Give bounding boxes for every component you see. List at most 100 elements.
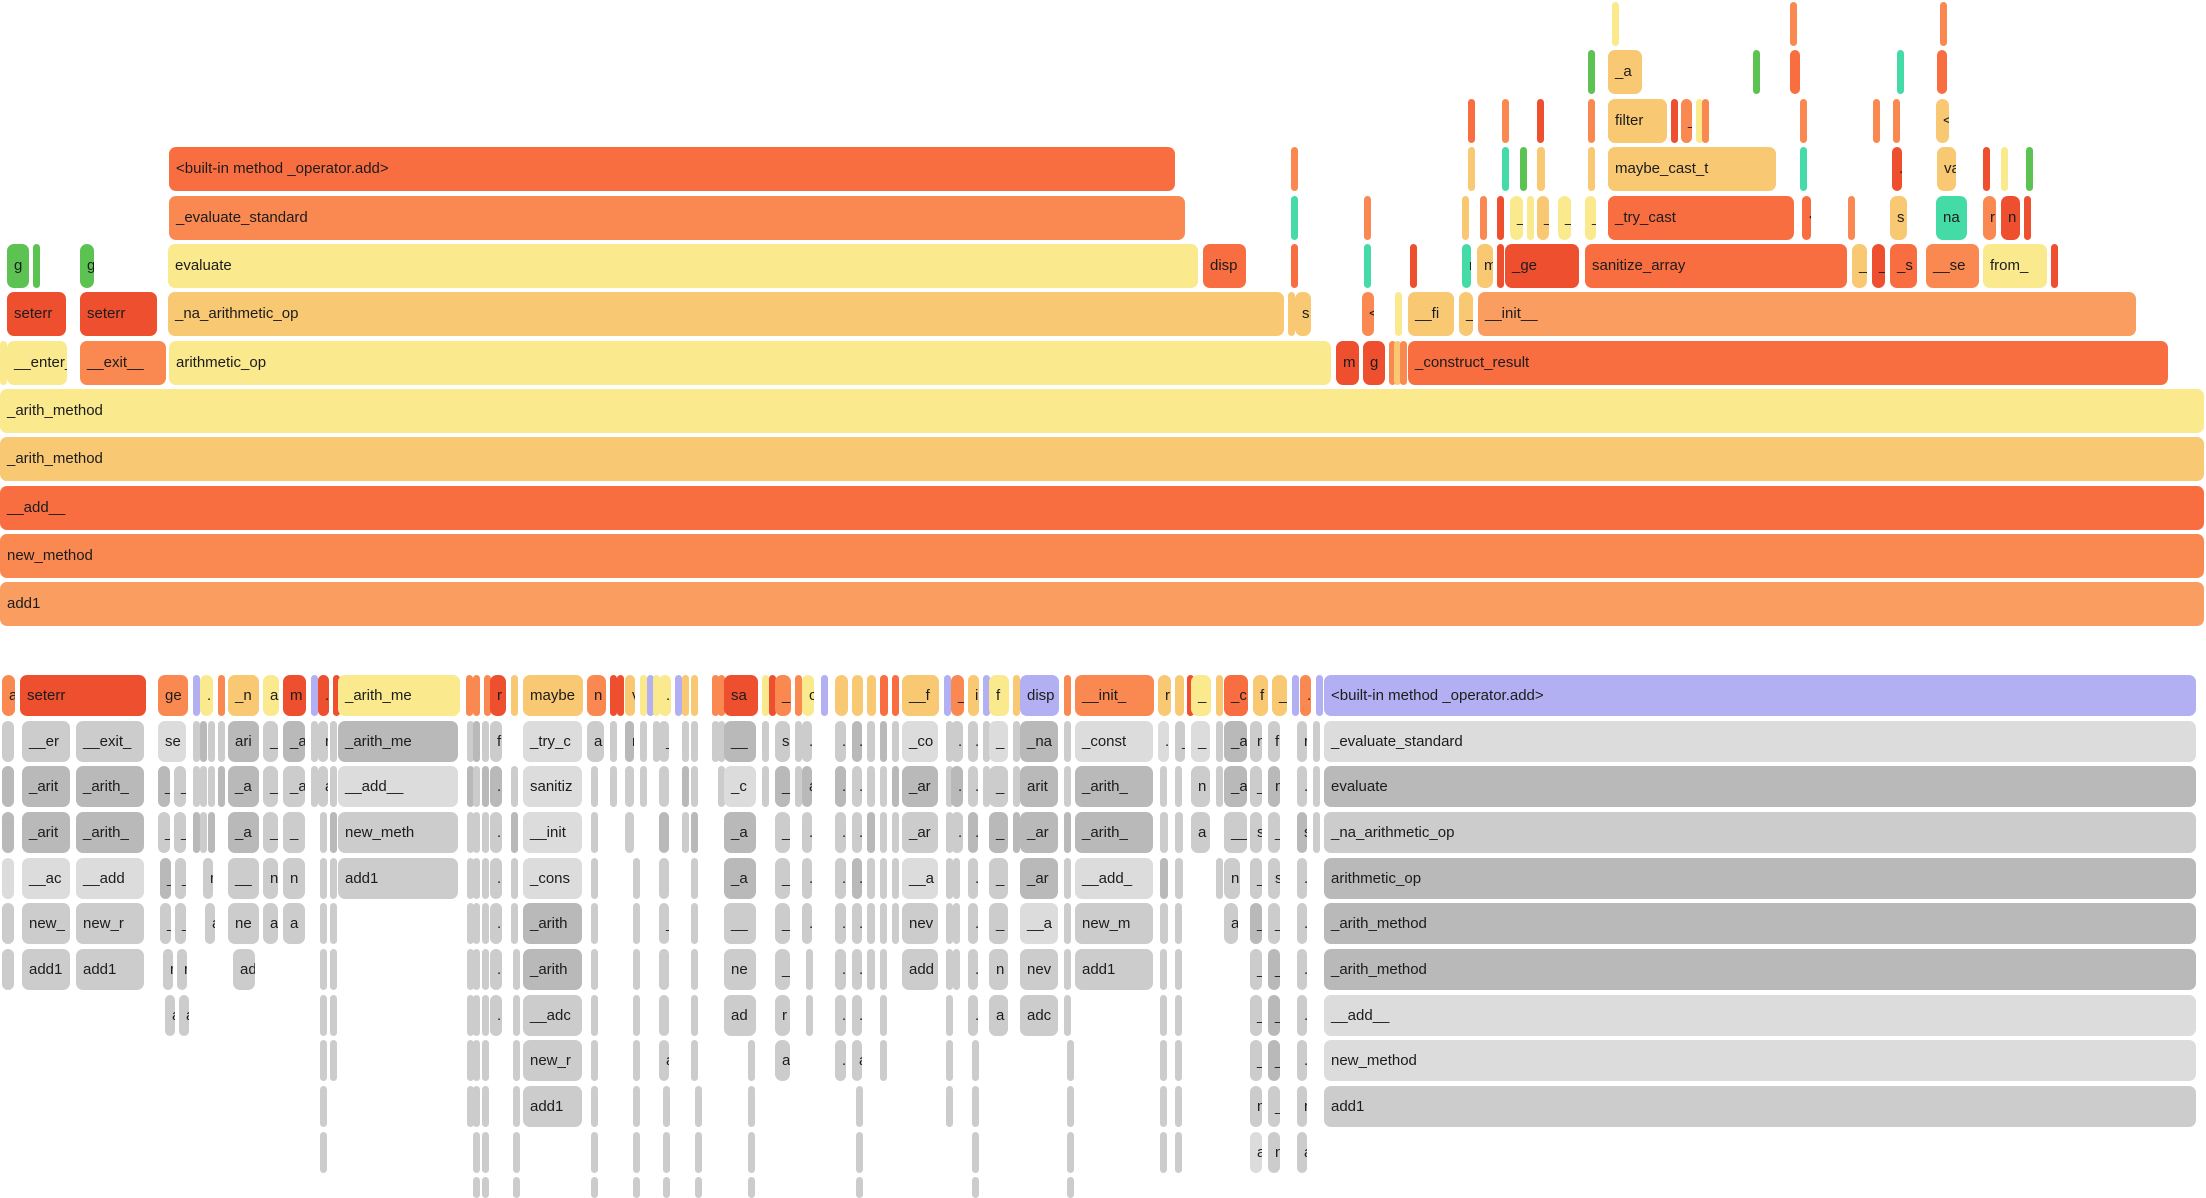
flame-frame[interactable]: __fi <box>1408 292 1454 336</box>
flame-frame[interactable] <box>653 721 660 762</box>
flame-frame[interactable] <box>1216 721 1223 762</box>
flame-frame[interactable] <box>511 858 518 899</box>
flame-frame[interactable]: _ <box>174 812 186 853</box>
flame-frame[interactable]: . <box>968 995 978 1036</box>
flame-frame[interactable]: . <box>1158 721 1169 762</box>
flame-frame[interactable]: _arith_method <box>1324 903 2196 944</box>
flame-frame[interactable]: add1 <box>0 582 2204 626</box>
flame-frame[interactable]: sa <box>724 675 758 716</box>
flame-frame[interactable]: __adc <box>523 995 582 1036</box>
flame-frame[interactable]: _c <box>1224 675 1248 716</box>
flame-frame[interactable] <box>946 858 953 899</box>
flame-frame[interactable]: m <box>283 675 306 716</box>
flame-frame[interactable] <box>953 858 960 899</box>
flame-frame[interactable]: __ <box>1224 812 1247 853</box>
flame-frame[interactable]: r <box>203 858 213 899</box>
flame-frame[interactable]: s <box>1890 196 1907 240</box>
flame-frame[interactable]: _ <box>989 858 1008 899</box>
flame-frame[interactable]: < <box>1936 99 1949 143</box>
flame-frame[interactable]: __init__ <box>1478 292 2136 336</box>
flame-frame[interactable] <box>633 1177 640 1198</box>
flame-frame[interactable]: m <box>1336 341 1359 385</box>
flame-frame[interactable] <box>467 1086 474 1127</box>
flame-frame[interactable]: _n <box>228 675 259 716</box>
flame-frame[interactable]: _s <box>1890 244 1917 288</box>
flame-frame[interactable] <box>473 1040 480 1081</box>
flame-frame[interactable]: < <box>1802 196 1811 240</box>
flame-frame[interactable]: _ar <box>902 812 938 853</box>
flame-frame[interactable]: g <box>7 244 29 288</box>
flame-frame[interactable]: _evaluate_standard <box>169 196 1185 240</box>
flame-frame[interactable]: _a <box>228 812 259 853</box>
flame-frame[interactable]: _ <box>1250 949 1262 990</box>
flame-frame[interactable] <box>880 858 887 899</box>
flame-frame[interactable] <box>880 949 887 990</box>
flame-frame[interactable]: _ <box>989 812 1008 853</box>
flame-frame[interactable] <box>946 995 953 1036</box>
flame-frame[interactable] <box>659 995 669 1036</box>
flame-frame[interactable]: _ <box>1459 292 1473 336</box>
flame-frame[interactable]: n <box>1250 721 1262 762</box>
flame-frame[interactable] <box>1160 812 1168 853</box>
flame-frame[interactable] <box>1064 766 1071 807</box>
flame-frame[interactable]: . <box>1300 675 1311 716</box>
flame-frame[interactable]: _a <box>1608 50 1642 94</box>
flame-frame[interactable] <box>946 903 953 944</box>
flame-frame[interactable] <box>748 1086 755 1127</box>
flame-frame[interactable] <box>1873 99 1880 143</box>
flame-frame[interactable] <box>712 721 719 762</box>
flame-frame[interactable]: _ <box>1268 1086 1280 1127</box>
flame-frame[interactable]: v <box>625 675 635 716</box>
flame-frame[interactable]: _na_arithmetic_op <box>1324 812 2196 853</box>
flame-frame[interactable] <box>482 949 489 990</box>
flame-frame[interactable] <box>1497 196 1504 240</box>
flame-frame[interactable]: . <box>1297 995 1307 1036</box>
flame-frame[interactable]: _a <box>1224 721 1247 762</box>
flame-frame[interactable] <box>591 766 598 807</box>
flame-frame[interactable]: arithmetic_op <box>169 341 1331 385</box>
flame-frame[interactable] <box>1064 721 1071 762</box>
flame-frame[interactable]: r <box>1462 244 1471 288</box>
flame-frame[interactable]: a <box>2 675 15 716</box>
flame-frame[interactable]: r <box>318 721 328 762</box>
flame-frame[interactable] <box>983 721 990 762</box>
flame-frame[interactable]: _na <box>1020 721 1058 762</box>
flame-frame[interactable] <box>467 766 474 807</box>
flame-frame[interactable] <box>2 903 14 944</box>
flame-frame[interactable] <box>2026 147 2033 191</box>
flame-frame[interactable] <box>2 766 14 807</box>
flame-frame[interactable] <box>330 903 337 944</box>
flame-frame[interactable] <box>691 903 698 944</box>
flame-frame[interactable] <box>880 903 887 944</box>
flame-frame[interactable]: . <box>802 812 812 853</box>
flame-frame[interactable]: __ <box>724 903 756 944</box>
flame-frame[interactable]: _try_cast <box>1608 196 1794 240</box>
flame-frame[interactable]: _const <box>1075 721 1153 762</box>
flame-frame[interactable] <box>880 995 887 1036</box>
flame-frame[interactable] <box>311 721 318 762</box>
flame-frame[interactable] <box>610 766 617 807</box>
flame-frame[interactable]: a <box>205 903 215 944</box>
flame-frame[interactable] <box>880 812 887 853</box>
flame-frame[interactable] <box>1897 50 1904 94</box>
flame-frame[interactable]: . <box>968 949 978 990</box>
flame-frame[interactable]: add1 <box>523 1086 582 1127</box>
flame-frame[interactable] <box>320 858 327 899</box>
flame-frame[interactable]: n <box>2001 196 2020 240</box>
flame-frame[interactable] <box>1064 675 1071 716</box>
flame-frame[interactable]: . <box>852 949 862 990</box>
flame-frame[interactable]: _ <box>1268 949 1280 990</box>
flame-frame[interactable]: . <box>852 721 862 762</box>
flame-frame[interactable] <box>1064 949 1071 990</box>
flame-frame[interactable] <box>467 903 474 944</box>
flame-frame[interactable] <box>659 949 669 990</box>
flame-frame[interactable] <box>946 949 953 990</box>
flame-frame[interactable]: add1 <box>76 949 144 990</box>
flame-frame[interactable] <box>1064 858 1071 899</box>
flame-frame[interactable]: m <box>1477 244 1493 288</box>
flame-frame[interactable]: _ <box>1191 675 1211 716</box>
flame-frame[interactable]: _ <box>1872 244 1885 288</box>
flame-frame[interactable]: __exit_ <box>76 721 144 762</box>
flame-frame[interactable] <box>473 1177 480 1198</box>
flame-frame[interactable]: _ <box>775 949 790 990</box>
